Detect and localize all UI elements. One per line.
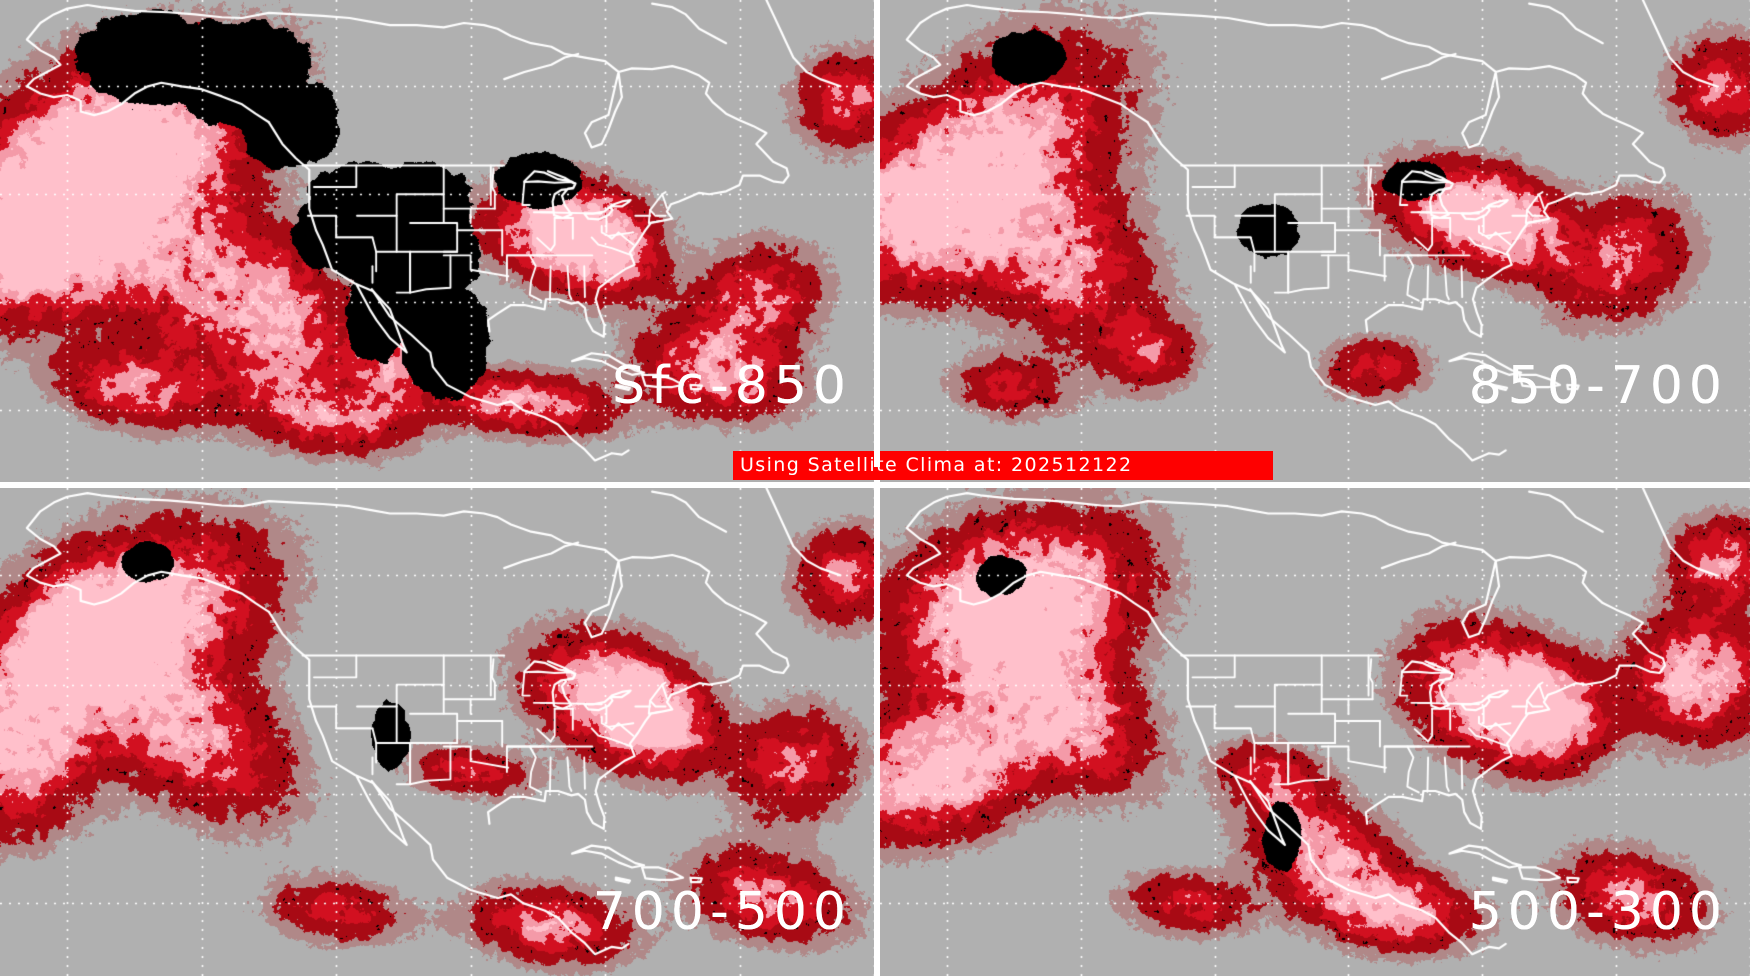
status-banner-text: Using Satellite Clima at: 202512122 bbox=[740, 454, 1133, 476]
banner-divider-overlay bbox=[874, 451, 880, 467]
map-canvas-sfc-850 bbox=[0, 0, 874, 482]
map-canvas-850-700 bbox=[880, 0, 1750, 482]
status-banner: Using Satellite Clima at: 202512122 bbox=[733, 451, 1273, 480]
map-canvas-500-300 bbox=[880, 488, 1750, 976]
panel-500-300[interactable]: 500-300 bbox=[880, 488, 1750, 976]
panel-700-500[interactable]: 700-500 bbox=[0, 488, 874, 976]
panel-sfc-850[interactable]: Sfc-850 bbox=[0, 0, 874, 482]
panel-850-700[interactable]: 850-700 bbox=[880, 0, 1750, 482]
vertical-panel-divider bbox=[874, 0, 880, 976]
map-canvas-700-500 bbox=[0, 488, 874, 976]
horizontal-panel-divider bbox=[0, 482, 1750, 488]
